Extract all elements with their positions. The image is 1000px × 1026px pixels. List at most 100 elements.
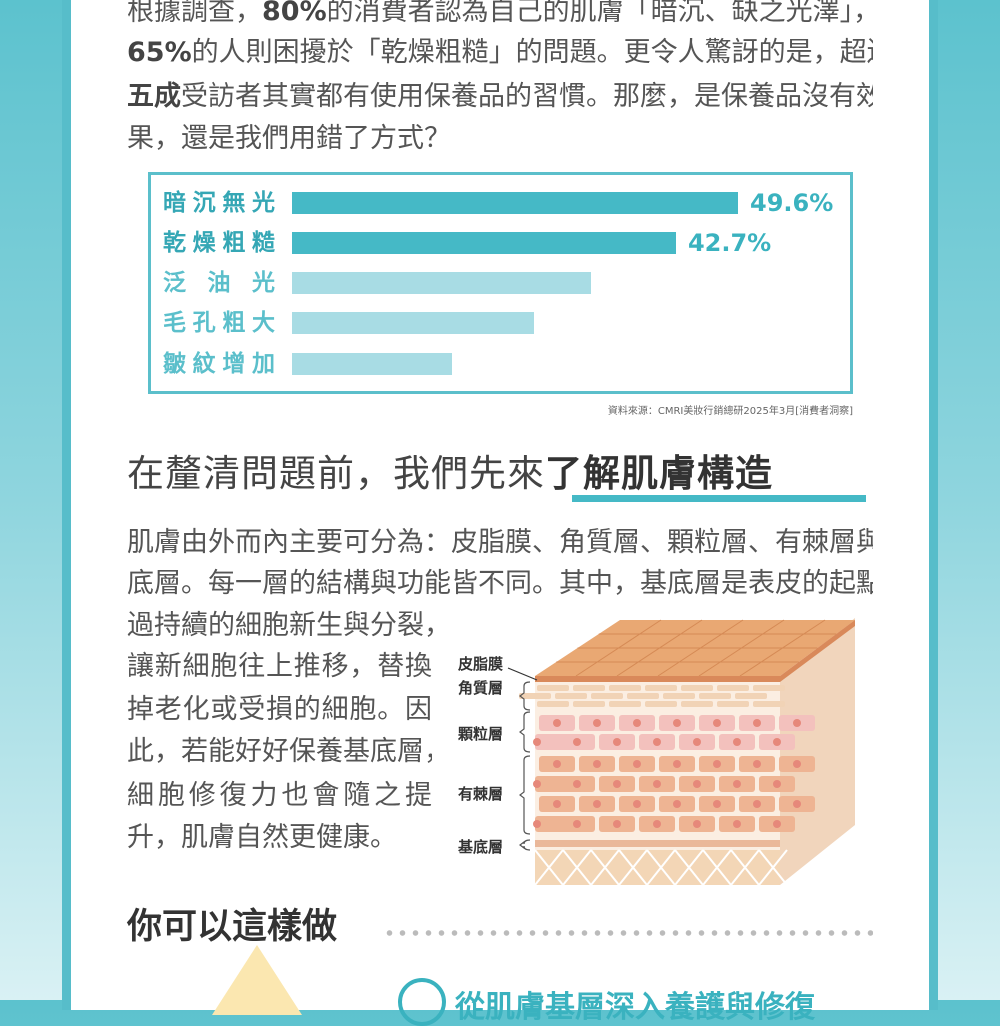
corneum-cell bbox=[537, 701, 569, 707]
layer-brace bbox=[519, 681, 531, 711]
label-spinous-layer: 有棘層 bbox=[458, 785, 504, 803]
corneum-cell bbox=[591, 693, 623, 699]
cell-nucleus bbox=[613, 780, 621, 788]
cell-nucleus bbox=[593, 800, 601, 808]
corneum-cell bbox=[537, 685, 569, 691]
layer-brace bbox=[519, 755, 531, 835]
cell-nucleus bbox=[593, 719, 601, 727]
section-line: 讓新細胞往上推移，替換 bbox=[127, 651, 432, 682]
section-line: 升，肌膚自然更健康。 bbox=[127, 822, 397, 853]
bar-value-label: 42.7% bbox=[687, 229, 772, 257]
step-1-title: 從肌膚基層深入養護與修復 bbox=[455, 990, 815, 1025]
corneum-cell bbox=[573, 701, 605, 707]
corneum-cell bbox=[735, 693, 767, 699]
corneum-cell bbox=[645, 685, 677, 691]
dermis-line bbox=[562, 849, 592, 886]
cell-nucleus bbox=[593, 760, 601, 768]
bar-label: 泛 油 光 bbox=[163, 270, 275, 296]
dermis bbox=[535, 850, 780, 885]
skin-structure-diagram bbox=[507, 618, 855, 886]
corneum-cell bbox=[555, 693, 587, 699]
bar bbox=[292, 353, 453, 375]
section-line: 肌膚由外而內主要可分為：皮脂膜、角質層、顆粒層、有棘層與基 bbox=[127, 527, 873, 558]
bar bbox=[292, 272, 592, 294]
cell-nucleus bbox=[673, 719, 681, 727]
section-line: 掉老化或受損的細胞。因 bbox=[127, 694, 432, 725]
cell-nucleus bbox=[793, 800, 801, 808]
cell-nucleus bbox=[613, 738, 621, 746]
droplet-icon bbox=[212, 945, 302, 1015]
dermis-line bbox=[646, 849, 676, 886]
label-basal-layer: 基底層 bbox=[458, 838, 504, 856]
cell-nucleus bbox=[573, 780, 581, 788]
cell-nucleus bbox=[633, 760, 641, 768]
corneum-cell bbox=[681, 701, 713, 707]
cell-nucleus bbox=[533, 738, 541, 746]
dermis-line bbox=[758, 849, 788, 886]
cell-nucleus bbox=[693, 820, 701, 828]
corneum-cell bbox=[717, 701, 749, 707]
cell-nucleus bbox=[793, 760, 801, 768]
section-title: 在釐清問題前，我們先來了解肌膚構造 bbox=[127, 452, 773, 495]
bar-label: 乾燥粗糙 bbox=[163, 230, 275, 256]
cell-nucleus bbox=[753, 719, 761, 727]
bar bbox=[292, 192, 738, 214]
cell-nucleus bbox=[773, 820, 781, 828]
section-line: 細胞修復力也會隨之提 bbox=[127, 780, 432, 811]
cell-nucleus bbox=[733, 820, 741, 828]
section-line: 此，若能好好保養基底層， bbox=[127, 736, 432, 767]
cell-nucleus bbox=[653, 820, 661, 828]
cell-nucleus bbox=[573, 820, 581, 828]
cell-nucleus bbox=[793, 719, 801, 727]
cell-nucleus bbox=[733, 738, 741, 746]
bar-label: 毛孔粗大 bbox=[163, 310, 275, 336]
intro-line: 果，還是我們用錯了方式？ bbox=[127, 123, 451, 154]
cell-nucleus bbox=[653, 738, 661, 746]
dermis-line bbox=[702, 849, 732, 886]
action-title: 你可以這樣做 bbox=[127, 907, 338, 947]
corneum-cell bbox=[681, 685, 713, 691]
cell-nucleus bbox=[713, 760, 721, 768]
dermis-line bbox=[618, 849, 648, 886]
sebum-edge bbox=[535, 676, 780, 682]
label-stratum-corneum: 角質層 bbox=[458, 679, 504, 697]
sebum-side-edge bbox=[780, 620, 855, 682]
dermis-line bbox=[730, 849, 760, 886]
corneum-cell bbox=[753, 701, 785, 707]
corneum-cell bbox=[753, 685, 785, 691]
intro-line: 65%的人則困擾於「乾燥粗糙」的問題。更令人驚訝的是，超過 bbox=[127, 37, 873, 68]
cell-nucleus bbox=[693, 780, 701, 788]
layer-brace bbox=[519, 711, 531, 753]
dermis-line bbox=[674, 849, 704, 886]
corneum-cell bbox=[717, 685, 749, 691]
skin-concerns-bar-chart: 暗沉無光 49.6% 乾燥粗糙 42.7% 泛 油 光毛孔粗大 皺紋增加 bbox=[148, 172, 853, 394]
cell-nucleus bbox=[673, 760, 681, 768]
corneum-cell bbox=[609, 701, 641, 707]
corneum-cell bbox=[645, 701, 677, 707]
basal-layer bbox=[535, 840, 780, 847]
corneum-cell bbox=[627, 693, 659, 699]
corneum-cell bbox=[699, 693, 731, 699]
cell-nucleus bbox=[653, 780, 661, 788]
label-sebum: 皮脂膜 bbox=[458, 655, 504, 673]
cell-nucleus bbox=[553, 800, 561, 808]
bar-value-label: 49.6% bbox=[750, 189, 834, 217]
dermis-line bbox=[534, 849, 564, 886]
cell-nucleus bbox=[713, 719, 721, 727]
cell-nucleus bbox=[573, 738, 581, 746]
dermis-line bbox=[590, 849, 620, 886]
corneum-cell bbox=[519, 693, 551, 699]
cell-nucleus bbox=[533, 780, 541, 788]
skin-side-face bbox=[780, 618, 855, 885]
cell-nucleus bbox=[553, 760, 561, 768]
cell-nucleus bbox=[633, 719, 641, 727]
cell-nucleus bbox=[533, 820, 541, 828]
corneum-cell bbox=[609, 685, 641, 691]
dotted-divider bbox=[383, 929, 873, 937]
cell-nucleus bbox=[773, 738, 781, 746]
section-line: 底層。每一層的結構與功能皆不同。其中，基底層是表皮的起點，透 bbox=[127, 568, 873, 599]
layer-brace bbox=[519, 839, 531, 851]
cell-nucleus bbox=[553, 719, 561, 727]
check-circle-icon bbox=[398, 978, 446, 1026]
cell-nucleus bbox=[673, 800, 681, 808]
